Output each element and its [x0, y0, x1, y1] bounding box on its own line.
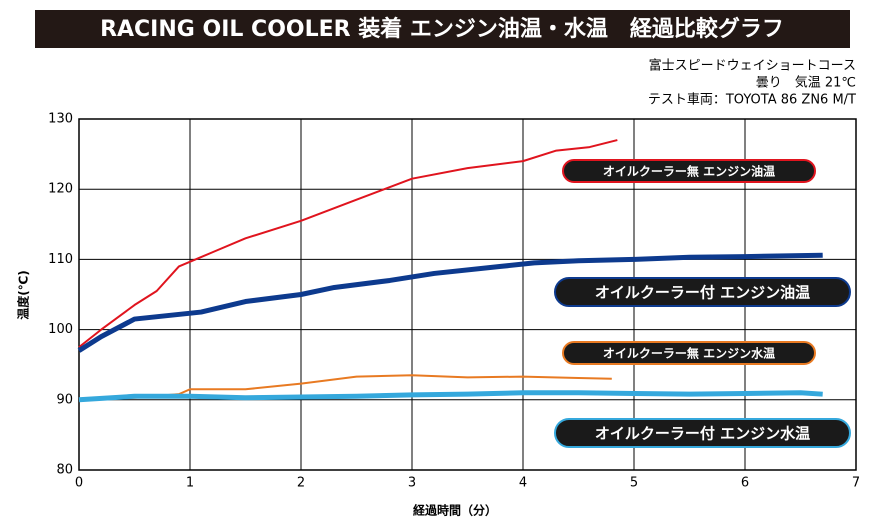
series-label-box — [554, 277, 851, 307]
note: 富士スピードウェイショートコース — [649, 58, 856, 74]
series-label-box — [562, 341, 816, 365]
legend-label: オイルクーラー無 エンジン油温 — [603, 164, 775, 179]
series-line — [78, 139, 618, 348]
series-label-box — [554, 418, 851, 448]
title-bar — [35, 10, 850, 48]
y-tick-label: 130 — [48, 112, 73, 127]
y-tick-label: 110 — [48, 252, 73, 267]
x-tick-label: 1 — [186, 476, 194, 491]
x-tick-label: 0 — [75, 476, 83, 491]
x-tick-label: 2 — [297, 476, 305, 491]
y-tick-label: 120 — [48, 182, 73, 197]
legend-label: オイルクーラー付 エンジン油温 — [595, 284, 810, 302]
x-axis-label: 経過時間（分） — [413, 503, 497, 518]
legend-label: オイルクーラー無 エンジン水温 — [603, 346, 775, 361]
series-label-box — [562, 159, 816, 183]
x-tick-label: 7 — [852, 476, 860, 491]
x-tick-label: 5 — [630, 476, 638, 491]
y-tick-label: 90 — [56, 392, 73, 407]
series-line — [77, 252, 823, 353]
plot-frame — [78, 118, 857, 471]
x-tick-label: 6 — [741, 476, 749, 491]
x-tick-label: 3 — [408, 476, 416, 491]
note: テスト車両：TOYOTA 86 ZN6 M/T — [648, 93, 856, 108]
x-tick-label: 4 — [519, 476, 527, 491]
y-tick-label: 100 — [48, 322, 73, 337]
series-line — [78, 390, 823, 403]
chart-title: RACING OIL COOLER 装着 エンジン油温・水温 経過比較グラフ — [100, 16, 784, 42]
y-tick-label: 80 — [56, 463, 73, 478]
note: 曇り 気温 21℃ — [756, 75, 856, 91]
y-axis-label: 温度(℃) — [16, 270, 31, 320]
legend-label: オイルクーラー付 エンジン水温 — [595, 425, 810, 443]
